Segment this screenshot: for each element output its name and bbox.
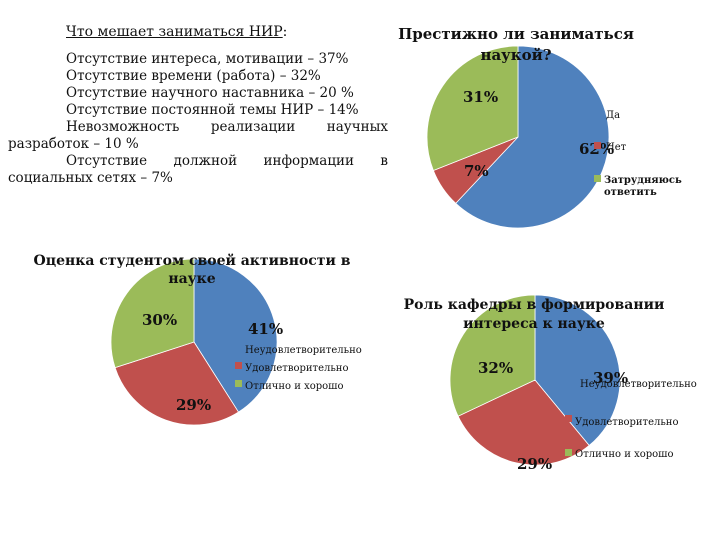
legend-label: Удовлетворительно bbox=[575, 417, 679, 428]
legend-label: Удовлетворительно bbox=[245, 363, 349, 374]
legend-swatch bbox=[235, 345, 242, 352]
legend-label: Да bbox=[606, 110, 620, 121]
legend-swatch bbox=[565, 415, 572, 422]
obstacle-item: Отсутствие постоянной темы НИР – 14% bbox=[66, 102, 359, 118]
data-label: 30% bbox=[142, 311, 177, 329]
chart-title: Престижно ли заниматься bbox=[398, 25, 634, 43]
obstacle-item: Отсутствие времени (работа) – 32% bbox=[66, 68, 321, 84]
obstacles-heading-text: Что мешает заниматься НИР bbox=[66, 24, 283, 40]
obstacle-item: Отсутствие должной информации в bbox=[8, 153, 388, 170]
data-label: 29% bbox=[176, 396, 211, 414]
pie-slice bbox=[457, 379, 590, 466]
obstacle-item-continuation: социальных сетях – 7% bbox=[8, 170, 173, 186]
data-label: 31% bbox=[463, 88, 498, 106]
chart-title: интереса к науке bbox=[463, 316, 605, 332]
legend-label: Неудовлетворительно bbox=[580, 379, 697, 390]
legend-label: Отлично и хорошо bbox=[575, 449, 673, 460]
legend-label: Отлично и хорошо bbox=[245, 381, 343, 392]
pie-slice bbox=[455, 45, 610, 229]
obstacle-word: научных bbox=[326, 119, 388, 135]
obstacle-item: Отсутствие научного наставника – 20 % bbox=[66, 85, 354, 101]
data-label: 32% bbox=[478, 359, 513, 377]
chart-title: Роль кафедры в формировании bbox=[404, 297, 665, 313]
data-label: 7% bbox=[464, 162, 489, 180]
pie-slice bbox=[193, 258, 278, 413]
obstacles-heading-colon: : bbox=[282, 24, 288, 40]
legend-swatch bbox=[565, 449, 572, 456]
legend-swatch bbox=[594, 110, 601, 117]
pie-slice bbox=[449, 294, 536, 417]
obstacle-word: в bbox=[380, 153, 388, 169]
pie-slice bbox=[426, 45, 519, 172]
pie-slice bbox=[534, 294, 621, 447]
chart-title: наукой? bbox=[480, 46, 551, 64]
obstacle-item: Отсутствие интереса, мотивации – 37% bbox=[66, 51, 349, 67]
obstacle-word: Отсутствие bbox=[66, 153, 148, 169]
obstacle-word: Невозможность bbox=[66, 119, 180, 135]
chart-title: Оценка студентом своей активности в bbox=[34, 252, 351, 269]
legend-swatch bbox=[235, 362, 242, 369]
obstacle-word: должной bbox=[173, 153, 238, 169]
data-label: 29% bbox=[517, 455, 552, 473]
legend-label: Затрудняюсь bbox=[604, 175, 682, 186]
obstacles-text-block: Что мешает заниматься НИР: Отсутствие ин… bbox=[8, 24, 388, 187]
obstacle-item-continuation: разработок – 10 % bbox=[8, 136, 139, 152]
legend-swatch bbox=[594, 142, 601, 149]
pie-slice bbox=[114, 341, 240, 426]
obstacle-word: информации bbox=[263, 153, 355, 169]
chart-title: науке bbox=[168, 271, 215, 287]
data-label: 39% bbox=[593, 369, 628, 387]
obstacle-item: Невозможность реализации научных bbox=[8, 119, 388, 136]
data-label: 41% bbox=[248, 320, 283, 338]
obstacle-word: реализации bbox=[210, 119, 296, 135]
legend-label: Неудовлетворительно bbox=[245, 345, 362, 356]
pie-slice bbox=[110, 258, 195, 369]
obstacles-heading: Что мешает заниматься НИР: bbox=[66, 24, 388, 41]
legend-swatch bbox=[235, 380, 242, 387]
legend-swatch bbox=[565, 378, 572, 385]
legend-label: ответить bbox=[604, 187, 657, 198]
legend-swatch bbox=[594, 175, 601, 182]
legend-label: Нет bbox=[606, 142, 627, 153]
